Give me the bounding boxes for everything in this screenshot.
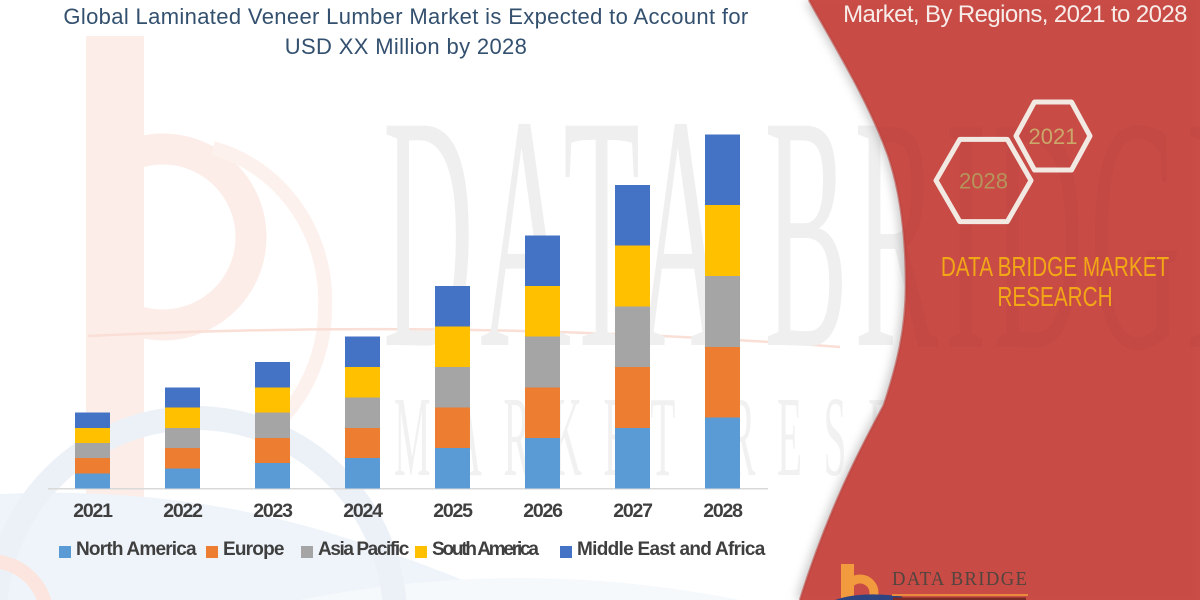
svg-text:2028: 2028 bbox=[959, 169, 1008, 194]
svg-text:DATA BRIDGE: DATA BRIDGE bbox=[383, 49, 1200, 420]
svg-text:2021: 2021 bbox=[1029, 124, 1078, 149]
